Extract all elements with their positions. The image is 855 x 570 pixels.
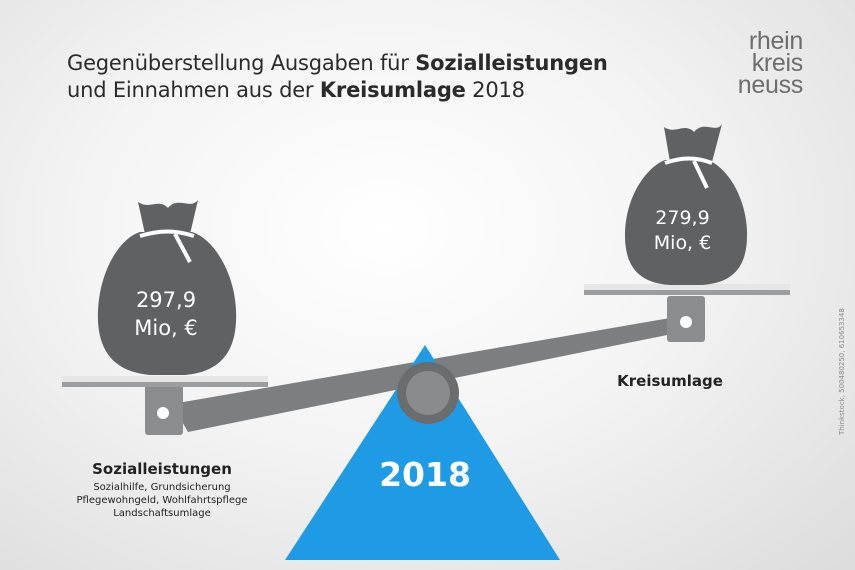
sozialleistungen-item: Landschaftsumlage [113, 508, 211, 519]
rhein-kreis-neuss-logo: rhein kreis neuss [737, 27, 804, 99]
left-bag-unit: Mio, € [134, 316, 198, 340]
sozialleistungen-title: Sozialleistungen [92, 460, 232, 478]
image-credit: Thinkstock, 500480250, 610653348 [838, 308, 846, 435]
sozialleistungen-label: Sozialleistungen Sozialhilfe, Grundsiche… [62, 460, 262, 520]
money-bag-right-icon [624, 160, 748, 285]
title-text: Gegenüberstellung Ausgaben für [67, 51, 416, 75]
right-pan-shadow [584, 290, 790, 295]
left-pivot-icon [157, 407, 169, 419]
title-year: 2018 [465, 78, 525, 102]
title-text: und Einnahmen aus der [67, 78, 320, 102]
sozialleistungen-item: Sozialhilfe, Grundsicherung [93, 482, 231, 493]
money-bag-right-neck [664, 124, 722, 162]
title-emphasis: Kreisumlage [319, 78, 466, 102]
money-bag-left-icon [97, 232, 237, 375]
left-pan-shadow [62, 382, 268, 387]
money-bag-left-neck [138, 200, 198, 234]
fulcrum-year: 2018 [379, 455, 471, 494]
left-bag-value: 297,9 [135, 288, 197, 312]
title-emphasis: Sozialleistungen [415, 51, 608, 75]
page-title: Gegenüberstellung Ausgaben für Soziallei… [67, 50, 608, 104]
scale-fulcrum [285, 345, 560, 560]
kreisumlage-label: Kreisumlage [617, 372, 723, 390]
right-bag-unit: Mio, € [653, 232, 712, 254]
right-bag-amount: 279,9 Mio, € [625, 206, 740, 256]
pivot-inner [406, 371, 450, 415]
left-bag-amount: 297,9 Mio, € [101, 286, 231, 342]
right-pan [584, 284, 790, 290]
right-pivot-icon [680, 316, 692, 328]
right-bag-value: 279,9 [655, 207, 710, 229]
left-pan [62, 376, 268, 382]
sozialleistungen-item: Pflegewohngeld, Wohlfahrtspflege [76, 495, 248, 506]
